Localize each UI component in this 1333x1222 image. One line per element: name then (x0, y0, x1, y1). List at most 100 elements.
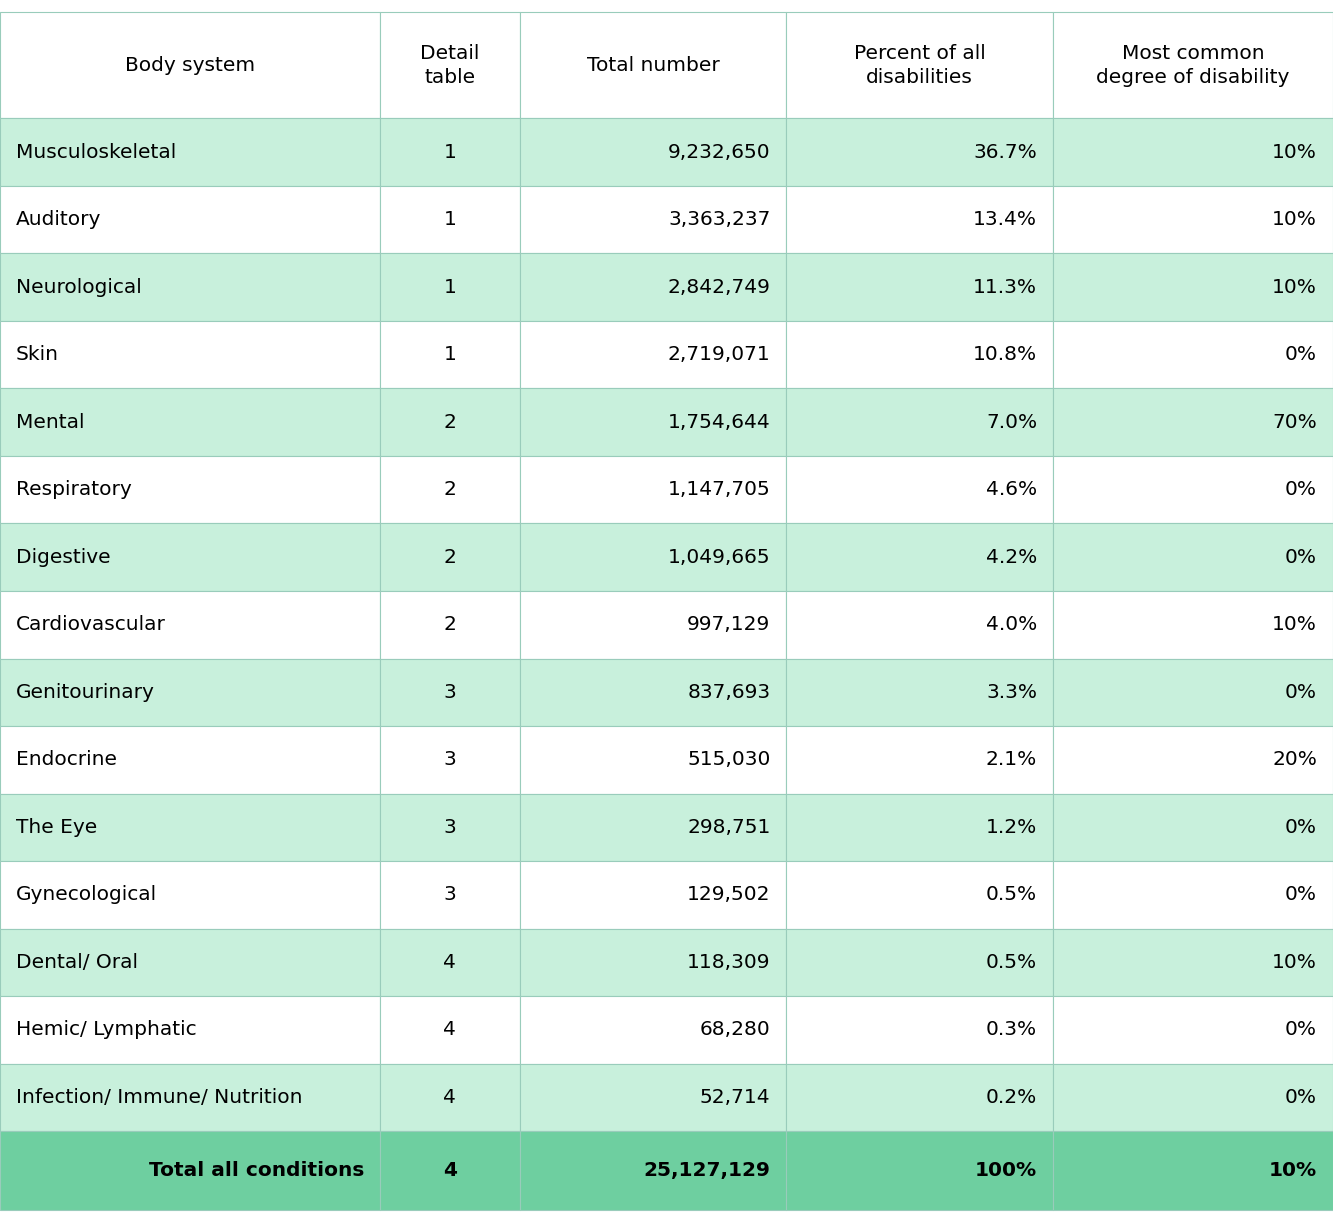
Text: 0%: 0% (1285, 480, 1317, 500)
Bar (1053, 523, 1333, 591)
Text: 20%: 20% (1272, 750, 1317, 770)
Bar (786, 793, 1053, 862)
Text: 2: 2 (444, 480, 456, 500)
Bar (520, 12, 786, 119)
Text: Skin: Skin (16, 346, 59, 364)
Text: Digestive: Digestive (16, 547, 111, 567)
Text: 1.2%: 1.2% (986, 818, 1037, 837)
Bar (520, 1132, 786, 1210)
Text: 2: 2 (444, 547, 456, 567)
Text: 129,502: 129,502 (686, 885, 770, 904)
Text: 4.6%: 4.6% (986, 480, 1037, 500)
Bar (1053, 321, 1333, 389)
Bar (1053, 456, 1333, 523)
Bar (1053, 119, 1333, 186)
Bar (1053, 726, 1333, 793)
Bar (786, 389, 1053, 456)
Bar (520, 862, 786, 929)
Text: Total all conditions: Total all conditions (148, 1161, 364, 1180)
Text: 4.2%: 4.2% (986, 547, 1037, 567)
Bar (1053, 1063, 1333, 1132)
Text: 4.0%: 4.0% (986, 615, 1037, 634)
Bar (0, 456, 380, 523)
Text: 1: 1 (444, 277, 456, 297)
Text: 68,280: 68,280 (700, 1020, 770, 1039)
Text: 1: 1 (444, 346, 456, 364)
Bar (380, 996, 520, 1063)
Bar (786, 1063, 1053, 1132)
Bar (380, 523, 520, 591)
Bar (786, 253, 1053, 321)
Text: Body system: Body system (125, 56, 255, 75)
Text: 515,030: 515,030 (686, 750, 770, 770)
Bar (786, 523, 1053, 591)
Bar (1053, 12, 1333, 119)
Text: 837,693: 837,693 (688, 683, 770, 701)
Text: 13.4%: 13.4% (973, 210, 1037, 230)
Text: 11.3%: 11.3% (973, 277, 1037, 297)
Bar (380, 591, 520, 659)
Bar (380, 456, 520, 523)
Text: Dental/ Oral: Dental/ Oral (16, 953, 139, 971)
Bar (1053, 659, 1333, 726)
Bar (0, 389, 380, 456)
Text: 7.0%: 7.0% (986, 413, 1037, 431)
Bar (520, 389, 786, 456)
Text: 3.3%: 3.3% (986, 683, 1037, 701)
Text: 2,842,749: 2,842,749 (668, 277, 770, 297)
Text: 1: 1 (444, 210, 456, 230)
Bar (520, 793, 786, 862)
Text: 118,309: 118,309 (686, 953, 770, 971)
Bar (0, 1063, 380, 1132)
Text: 100%: 100% (974, 1161, 1037, 1180)
Bar (520, 929, 786, 996)
Bar (1053, 186, 1333, 253)
Text: 36.7%: 36.7% (973, 143, 1037, 161)
Text: 3: 3 (444, 818, 456, 837)
Bar (786, 119, 1053, 186)
Bar (520, 456, 786, 523)
Bar (1053, 253, 1333, 321)
Bar (380, 1132, 520, 1210)
Text: 2: 2 (444, 413, 456, 431)
Bar (380, 793, 520, 862)
Bar (380, 253, 520, 321)
Bar (380, 389, 520, 456)
Text: 0.5%: 0.5% (986, 885, 1037, 904)
Text: Endocrine: Endocrine (16, 750, 117, 770)
Text: 10%: 10% (1272, 143, 1317, 161)
Bar (1053, 793, 1333, 862)
Text: 2.1%: 2.1% (986, 750, 1037, 770)
Text: 0%: 0% (1285, 346, 1317, 364)
Bar (520, 996, 786, 1063)
Bar (520, 659, 786, 726)
Text: 1,754,644: 1,754,644 (668, 413, 770, 431)
Text: Neurological: Neurological (16, 277, 141, 297)
Text: 10%: 10% (1272, 953, 1317, 971)
Bar (520, 591, 786, 659)
Text: 0%: 0% (1285, 885, 1317, 904)
Text: Detail
table: Detail table (420, 44, 480, 87)
Text: 0.2%: 0.2% (986, 1088, 1037, 1107)
Text: 0%: 0% (1285, 1088, 1317, 1107)
Bar (1053, 862, 1333, 929)
Text: 3: 3 (444, 885, 456, 904)
Bar (0, 793, 380, 862)
Text: 52,714: 52,714 (700, 1088, 770, 1107)
Bar (786, 12, 1053, 119)
Text: 0.5%: 0.5% (986, 953, 1037, 971)
Bar (786, 862, 1053, 929)
Text: 10%: 10% (1272, 277, 1317, 297)
Text: 4: 4 (444, 1088, 456, 1107)
Bar (1053, 591, 1333, 659)
Text: 0.3%: 0.3% (986, 1020, 1037, 1039)
Bar (520, 726, 786, 793)
Bar (0, 929, 380, 996)
Bar (380, 862, 520, 929)
Text: Percent of all
disabilities: Percent of all disabilities (854, 44, 985, 87)
Bar (380, 321, 520, 389)
Bar (380, 726, 520, 793)
Bar (380, 119, 520, 186)
Bar (520, 119, 786, 186)
Text: 3,363,237: 3,363,237 (668, 210, 770, 230)
